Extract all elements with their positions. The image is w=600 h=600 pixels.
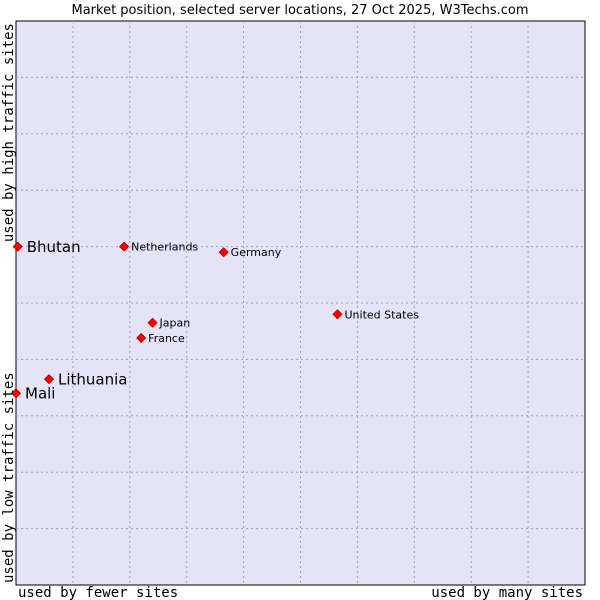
point-lithuania [43,374,55,385]
y-axis-label-top: used by high traffic sites [1,23,17,242]
point-label-united-states: United States [344,308,419,321]
point-label-japan: Japan [159,317,191,330]
point-label-netherlands: Netherlands [131,241,198,254]
point-mali [10,388,22,399]
point-japan [147,317,158,328]
point-united-states [332,309,343,320]
point-label-france: France [148,332,185,345]
data-points: Bhutan Netherlands Germany United States Jap… [10,238,419,403]
chart-title: Market position, selected server locatio… [71,3,528,18]
point-label-mali: Mali [25,385,55,403]
point-germany [218,247,229,258]
x-axis-label-left: used by fewer sites [18,585,178,600]
point-label-germany: Germany [231,246,282,259]
point-label-bhutan: Bhutan [27,238,81,256]
point-label-lithuania: Lithuania [58,371,127,389]
y-axis-label-bottom: used by low traffic sites [1,372,17,583]
point-bhutan [12,241,23,252]
point-france [136,332,147,344]
x-axis-label-right: used by many sites [431,585,583,600]
grid-lines [16,21,585,585]
point-netherlands [119,241,130,252]
